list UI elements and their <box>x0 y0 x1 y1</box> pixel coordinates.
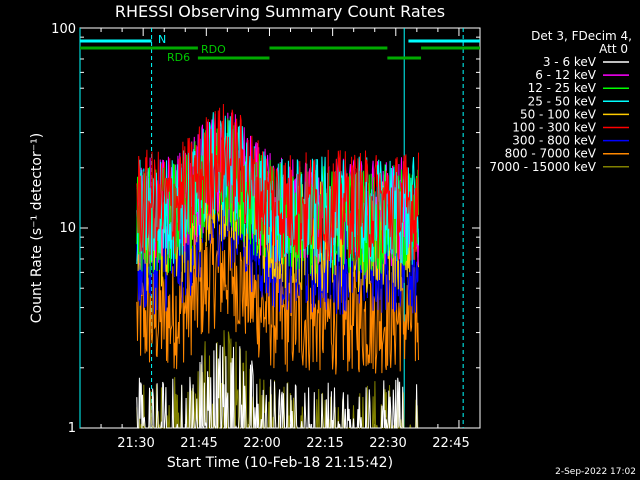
legend-header-line2: Att 0 <box>599 42 628 56</box>
x-tick-label-2230: 22:30 <box>369 436 406 451</box>
x-tick-label-2145: 21:45 <box>180 436 217 451</box>
x-tick-label-2130: 21:30 <box>117 436 154 451</box>
y-axis-label: Count Rate (s⁻¹ detector⁻¹) <box>29 133 45 323</box>
series-line-8 <box>136 330 419 429</box>
legend-label-2: 12 - 25 keV <box>528 81 597 95</box>
annotation-n-label: N <box>158 33 166 46</box>
legend-label-4: 50 - 100 keV <box>520 107 597 121</box>
x-tick-label-2200: 22:00 <box>243 436 280 451</box>
series-line-0 <box>136 343 419 429</box>
y-tick-label-1: 1 <box>68 421 76 436</box>
legend-label-1: 6 - 12 keV <box>535 68 597 82</box>
annotation-rd6-label: RD6 <box>167 51 190 64</box>
series-line-5 <box>136 103 419 261</box>
x-axis-label: Start Time (10-Feb-18 21:15:42) <box>167 455 393 471</box>
chart-title: RHESSI Observing Summary Count Rates <box>115 2 445 21</box>
y-tick-label-100: 100 <box>51 22 76 37</box>
footer-date: 2-Sep-2022 17:02 <box>555 467 636 477</box>
x-tick-label-2245: 22:45 <box>432 436 469 451</box>
annotation-rdo-label: RDO <box>201 43 226 56</box>
y-tick-label-10: 10 <box>59 221 76 236</box>
legend-label-3: 25 - 50 keV <box>528 94 597 108</box>
legend-header-line1: Det 3, FDecim 4, <box>531 29 632 43</box>
series-lines <box>136 103 419 429</box>
x-tick-label-2215: 22:15 <box>306 436 343 451</box>
legend-label-6: 300 - 800 keV <box>512 134 596 148</box>
legend-label-0: 3 - 6 keV <box>543 55 597 69</box>
legend-label-7: 800 - 7000 keV <box>505 147 597 161</box>
legend-label-5: 100 - 300 keV <box>512 121 596 135</box>
legend-label-8: 7000 - 15000 keV <box>489 160 596 174</box>
